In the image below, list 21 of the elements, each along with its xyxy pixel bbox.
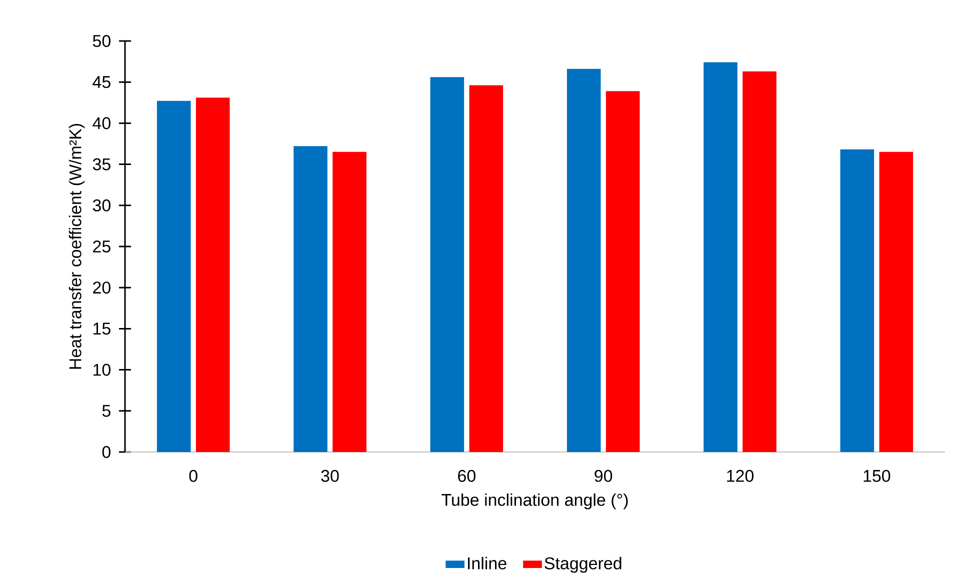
y-tick-label: 45 (92, 76, 110, 88)
y-tick-label: 40 (92, 117, 110, 130)
x-tick-label: 150 (864, 470, 890, 482)
y-tick-label: 10 (94, 364, 110, 376)
y-axis-title: Heat transfer coefficient (W/m²K) (68, 124, 85, 369)
legend-label: Staggered (544, 556, 622, 573)
x-tick-label: 30 (321, 470, 339, 482)
x-axis-title: Tube inclination angle (°) (442, 493, 628, 510)
x-tick-label: 0 (189, 470, 198, 482)
y-tick-label: 25 (93, 240, 110, 253)
y-tick-label: 20 (93, 282, 110, 294)
y-tick-label: 50 (92, 34, 110, 48)
x-tick-label: 120 (727, 470, 754, 482)
y-tick-label: 35 (92, 158, 110, 170)
y-tick-label: 30 (92, 199, 110, 212)
y-tick-label: 15 (94, 322, 110, 335)
x-tick-label: 60 (458, 470, 476, 482)
y-tick-label: 0 (102, 446, 110, 458)
legend-label: Inline (468, 556, 506, 570)
y-tick-label: 5 (102, 404, 110, 417)
x-tick-label: 90 (594, 470, 612, 482)
